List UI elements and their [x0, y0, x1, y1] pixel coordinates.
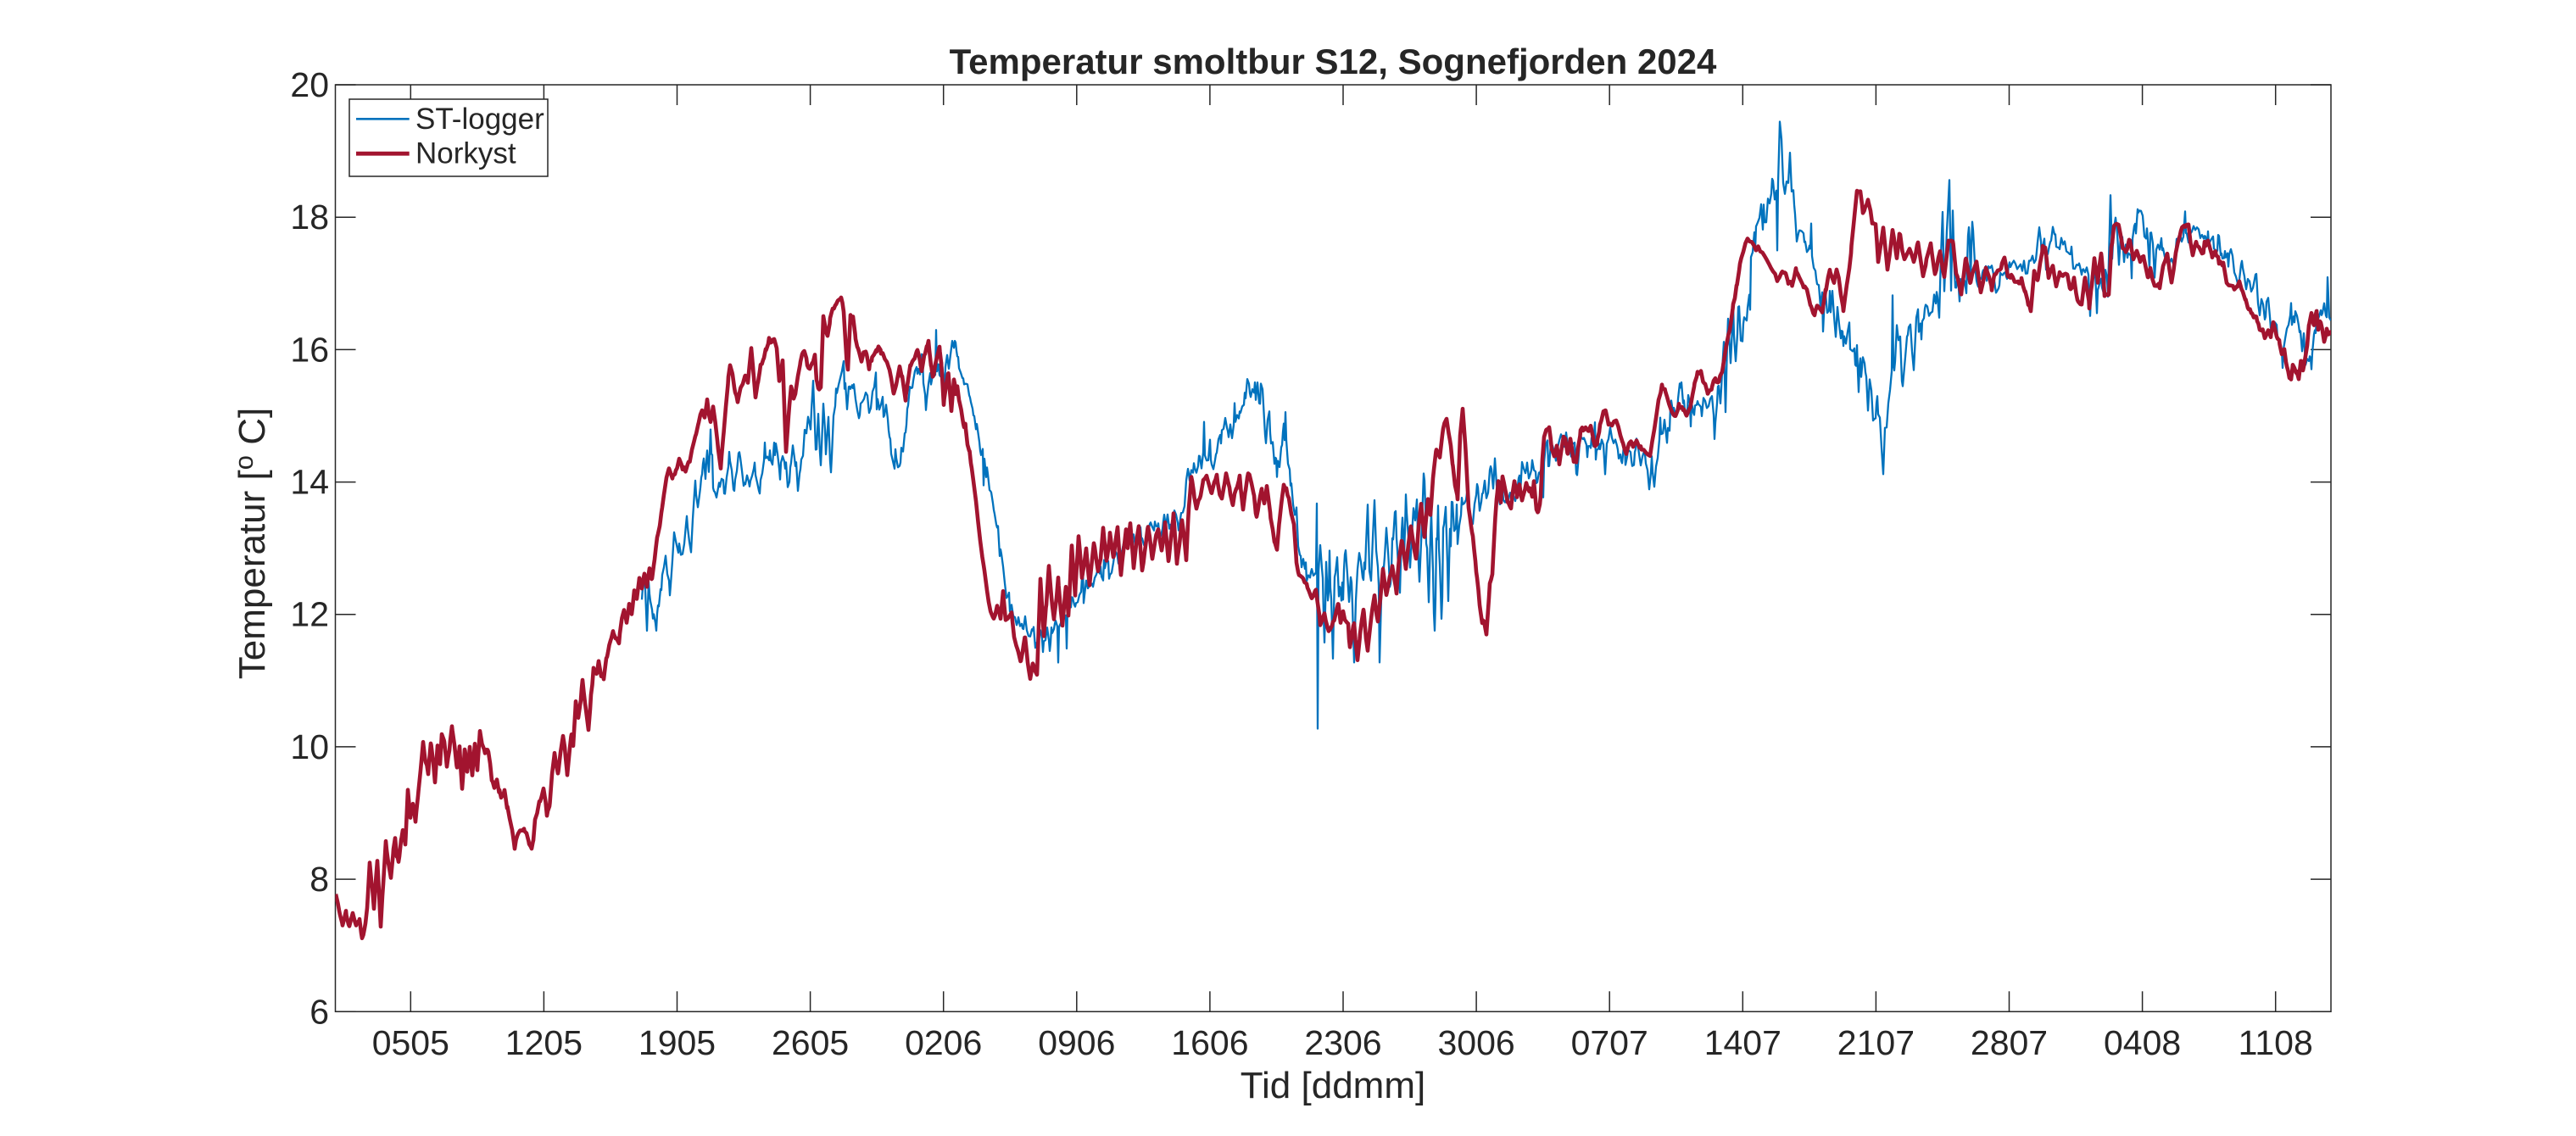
svg-text:Temperatur smoltbur S12, Sogne: Temperatur smoltbur S12, Sognefjorden 20… [950, 42, 1717, 81]
svg-text:2807: 2807 [1971, 1023, 2048, 1062]
svg-text:ST-logger: ST-logger [415, 103, 544, 136]
svg-text:Temperatur [o C]: Temperatur [o C] [229, 408, 273, 679]
svg-text:8: 8 [309, 860, 329, 899]
svg-text:3006: 3006 [1437, 1023, 1514, 1062]
svg-text:1407: 1407 [1704, 1023, 1781, 1062]
svg-text:6: 6 [309, 992, 329, 1031]
svg-text:12: 12 [290, 595, 329, 634]
svg-text:1905: 1905 [638, 1023, 716, 1062]
svg-text:14: 14 [290, 463, 329, 502]
svg-text:16: 16 [290, 330, 329, 369]
svg-text:0206: 0206 [905, 1023, 982, 1062]
svg-text:1606: 1606 [1171, 1023, 1248, 1062]
svg-text:10: 10 [290, 727, 329, 766]
svg-text:0505: 0505 [372, 1023, 449, 1062]
svg-text:0707: 0707 [1571, 1023, 1648, 1062]
svg-text:Tid [ddmm]: Tid [ddmm] [1241, 1065, 1425, 1106]
svg-text:2107: 2107 [1837, 1023, 1915, 1062]
svg-text:18: 18 [290, 198, 329, 237]
svg-text:2605: 2605 [772, 1023, 849, 1062]
svg-text:0408: 0408 [2104, 1023, 2181, 1062]
svg-text:2306: 2306 [1304, 1023, 1381, 1062]
svg-text:0906: 0906 [1038, 1023, 1115, 1062]
svg-text:Norkyst: Norkyst [415, 137, 516, 170]
svg-text:1205: 1205 [505, 1023, 583, 1062]
svg-text:1108: 1108 [2239, 1023, 2313, 1062]
svg-text:20: 20 [290, 65, 329, 104]
